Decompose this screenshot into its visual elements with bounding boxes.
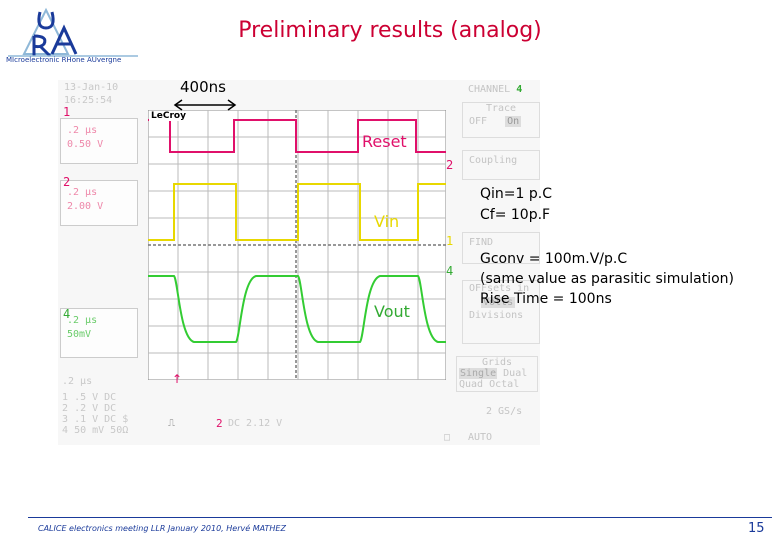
timebase-readout: .2 µs [62, 376, 93, 387]
channel-menu-label: CHANNEL 4 [468, 84, 523, 95]
footer-divider [28, 517, 772, 518]
scope-brand: LeCroy [149, 111, 188, 121]
pulse-width-arrow-icon [173, 99, 237, 111]
simulation-note: (same value as parasitic simulation) [480, 271, 735, 287]
scope-time: 16:25:54 [64, 95, 113, 106]
slide-title: Preliminary results (analog) [238, 18, 542, 43]
channel-1-timebase: .2 µs [67, 125, 98, 136]
vout-marker: 4 [446, 264, 454, 278]
vin-trace [148, 183, 446, 241]
channel-1-scale: 0.50 V [67, 139, 104, 150]
channel-4-box: 4 .2 µs 50mV [60, 307, 138, 358]
reset-marker: 2 [446, 158, 454, 172]
channel-2-number: 2 [63, 175, 71, 189]
channel-4-scale: 50mV [67, 329, 92, 340]
rise-time-note: Rise Time = 100ns [480, 291, 612, 307]
vin-marker: 1 [446, 234, 454, 248]
channel-4-timebase: .2 µs [67, 315, 98, 326]
coupling-button[interactable]: Coupling [462, 150, 540, 180]
channel-1-number: 1 [63, 105, 71, 119]
trace-off-option[interactable]: OFF [469, 116, 488, 127]
trigger-channel: 2 [216, 417, 223, 430]
oscilloscope-screen: 13-Jan-10 16:25:54 1 .2 µs 0.50 V 2 .2 µ… [58, 80, 540, 445]
grid-dual-option[interactable]: Dual [503, 368, 528, 379]
status-row: 1 .5 V DC [62, 392, 117, 403]
trigger-mode-icon: □ [444, 432, 451, 443]
cf-note: Cf= 10p.F [480, 207, 551, 223]
volts-option[interactable]: Volts [481, 297, 516, 308]
pulse-width-label: 400ns [180, 78, 226, 96]
sample-rate: 2 GS/s [486, 406, 523, 417]
scope-date: 13-Jan-10 [64, 82, 119, 93]
status-row: 2 .2 V DC [62, 403, 117, 414]
vout-trace [148, 275, 446, 343]
channel-4-number: 4 [63, 307, 71, 321]
divisions-option[interactable]: Divisions [469, 310, 524, 321]
status-row: 3 .1 V DC $ [62, 414, 129, 425]
grids-selector[interactable]: Grids Single Dual Quad Octal [456, 356, 538, 392]
page-number: 15 [748, 521, 765, 536]
waveform-display [148, 110, 446, 380]
channel-2-box: 2 .2 µs 2.00 V [60, 175, 138, 226]
trace-on-option[interactable]: On [505, 116, 522, 127]
gconv-note: Gconv = 100m.V/p.C [480, 251, 628, 267]
offset-selector[interactable]: OFFsets in Volts Divisions [462, 280, 540, 344]
channel-1-box: 1 .2 µs 0.50 V [60, 105, 138, 164]
logo-caption: MIcroelectronic RHone AUvergne [6, 56, 122, 64]
reset-trace [148, 119, 446, 153]
channel-status-list: 1 .5 V DC 2 .2 V DC 3 .1 V DC $ 4 50 mV … [62, 392, 128, 436]
grid-quad-option[interactable]: Quad [459, 379, 484, 390]
trace-toggle[interactable]: Trace OFF On [462, 102, 540, 138]
status-row: 4 50 mV 50Ω [62, 425, 129, 436]
trigger-symbol-icon: ⎍ [168, 418, 175, 429]
grid-octal-option[interactable]: Octal [489, 379, 520, 390]
find-button[interactable]: FIND [462, 232, 540, 264]
reset-label: Reset [362, 132, 407, 151]
lab-logo [8, 7, 138, 58]
vout-label: Vout [374, 302, 410, 321]
trigger-mode: AUTO [468, 432, 493, 443]
channel-2-timebase: .2 µs [67, 187, 98, 198]
footer-text: CALICE electronics meeting LLR January 2… [38, 524, 286, 533]
trigger-arrow-icon: ↑ [172, 372, 183, 386]
qin-note: Qin=1 p.C [480, 186, 552, 202]
channel-2-scale: 2.00 V [67, 201, 104, 212]
vin-label: Vin [374, 212, 400, 231]
trigger-level: DC 2.12 V [228, 418, 283, 429]
grid-single-option[interactable]: Single [459, 368, 498, 379]
